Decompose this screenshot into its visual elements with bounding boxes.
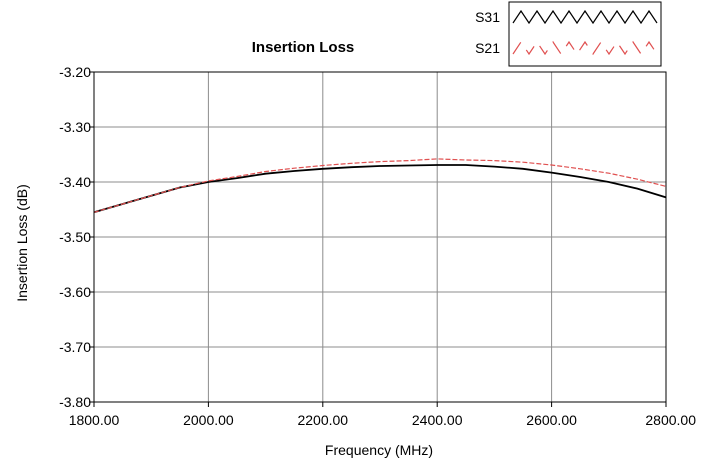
y-tick-label: -3.30 bbox=[59, 119, 91, 135]
y-axis-ticks: -3.20 -3.30 -3.40 -3.50 -3.60 -3.70 -3.80 bbox=[59, 64, 94, 410]
series-line-s21 bbox=[93, 158, 667, 213]
x-tick-label: 2600.00 bbox=[526, 412, 577, 428]
legend-box bbox=[508, 1, 662, 67]
legend-label-s21: S21 bbox=[475, 40, 500, 56]
legend-swatch-s21 bbox=[512, 40, 658, 56]
x-tick-label: 2400.00 bbox=[412, 412, 463, 428]
y-tick-label: -3.80 bbox=[59, 394, 91, 410]
y-tick-label: -3.20 bbox=[59, 64, 91, 80]
y-tick-label: -3.50 bbox=[59, 229, 91, 245]
legend-swatch-s31 bbox=[512, 9, 658, 25]
x-tick-label: 2000.00 bbox=[183, 412, 234, 428]
x-tick-label: 1800.00 bbox=[69, 412, 120, 428]
plot-area-frame bbox=[93, 71, 667, 403]
y-tick-label: -3.70 bbox=[59, 339, 91, 355]
x-axis-ticks: 1800.00 2000.00 2200.00 2400.00 2600.00 2800.… bbox=[69, 402, 696, 428]
series-lines bbox=[93, 158, 667, 214]
legend-label-s31: S31 bbox=[475, 9, 500, 25]
y-axis-label: Insertion Loss (dB) bbox=[14, 184, 30, 302]
legend: S31 S21 bbox=[475, 1, 662, 67]
x-tick-label: 2200.00 bbox=[297, 412, 348, 428]
y-tick-label: -3.40 bbox=[59, 174, 91, 190]
y-tick-label: -3.60 bbox=[59, 284, 91, 300]
chart-title: Insertion Loss bbox=[252, 39, 355, 56]
x-axis-label: Frequency (MHz) bbox=[325, 442, 433, 458]
x-tick-label: 2800.00 bbox=[645, 412, 696, 428]
